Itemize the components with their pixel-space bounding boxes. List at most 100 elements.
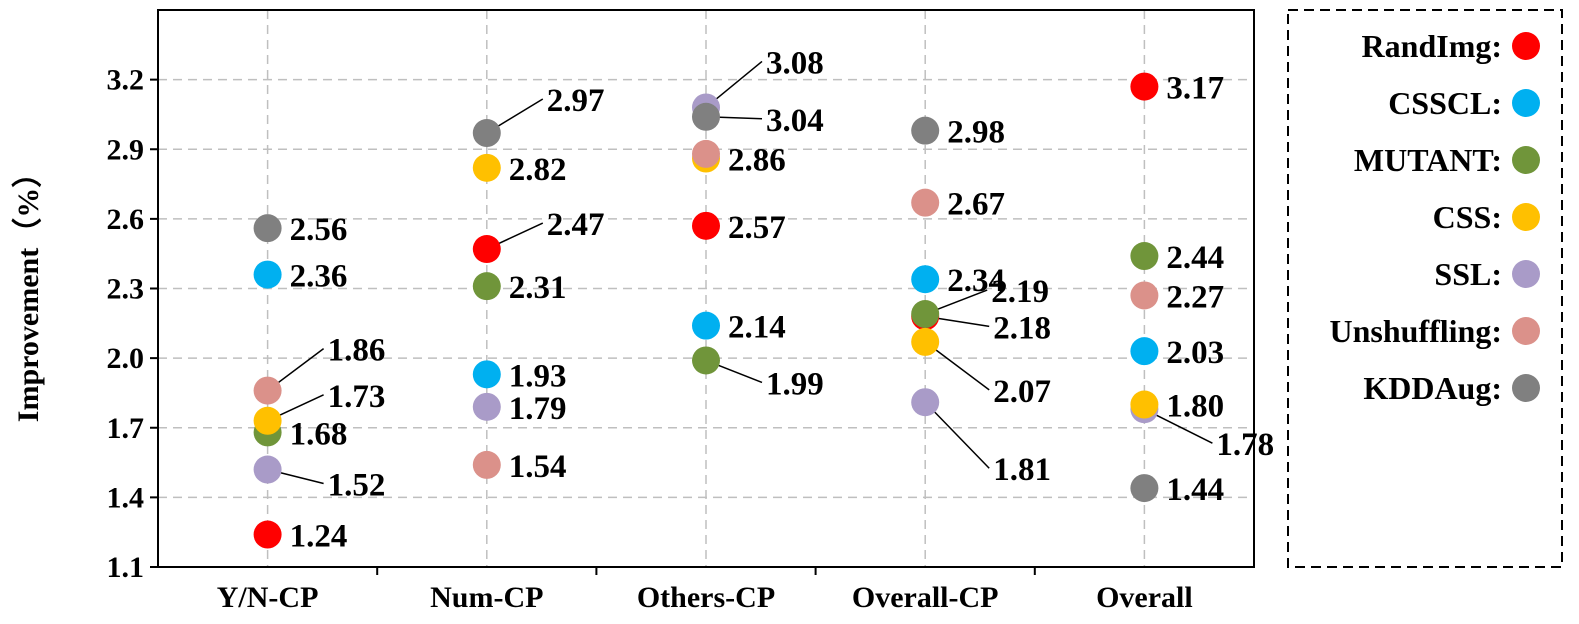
data-label: 2.27 [1166,279,1224,315]
data-label: 2.19 [991,274,1049,310]
y-tick-label: 2.6 [107,203,145,236]
data-point [692,346,720,375]
legend-marker [1512,89,1540,117]
legend-label: CSSCL: [1388,85,1502,121]
data-point [1130,474,1159,503]
leader-lines [267,60,1213,485]
data-point [253,376,282,405]
data-label: 2.67 [947,187,1005,223]
data-label: 2.57 [728,210,786,246]
data-label: 2.36 [290,259,348,295]
legend-label: MUTANT: [1354,142,1502,178]
y-tick-label: 2.3 [107,273,145,306]
data-point [1130,390,1159,419]
data-label: 1.52 [328,468,386,504]
data-point [472,360,501,389]
data-label: 2.03 [1166,335,1224,371]
x-tick-label: Num-CP [430,581,543,614]
legend-label: SSL: [1434,256,1502,292]
data-label: 3.08 [766,45,824,81]
data-label: 2.82 [509,152,567,188]
legend-marker [1512,32,1540,60]
legend: RandImg: CSSCL: MUTANT: CSS: SSL: Unshuffling… [1287,9,1563,568]
data-point [472,392,501,421]
data-label: 1.86 [328,333,386,369]
legend-marker [1512,203,1540,231]
data-label: 3.04 [766,103,824,139]
data-point [692,211,720,240]
data-point [692,102,720,131]
data-point [911,327,940,356]
y-tick-label: 1.7 [107,412,145,445]
data-label: 2.07 [993,374,1051,410]
legend-marker [1512,260,1540,288]
data-label: 1.93 [509,358,567,394]
y-axis-title: Improvement（%） [11,158,45,422]
data-point [911,116,940,145]
data-point [911,265,940,294]
legend-label: RandImg: [1362,28,1502,64]
x-tick-label: Overall-CP [852,581,999,614]
data-point [911,388,940,417]
data-point [253,520,282,549]
data-label: 2.14 [728,310,786,346]
legend-marker [1512,146,1540,174]
data-point [253,260,282,289]
data-point [472,235,501,264]
leader-line [924,401,990,469]
data-labels: 1.24 2.47 2.57 2.18 3.17 2.36 1.93 2.14 2.34 2.03… [290,45,1275,554]
data-label: 1.44 [1166,472,1224,508]
data-label: 1.54 [509,449,567,485]
data-point [253,406,282,435]
y-tick-label: 2.9 [107,133,145,166]
data-label: 2.18 [993,310,1051,346]
data-label: 2.86 [728,143,786,179]
data-label: 1.80 [1166,389,1224,425]
x-axis-ticks: Y/N-CP Num-CP Others-CP Overall-CP Overall [217,567,1193,614]
y-tick-label: 1.4 [107,481,145,514]
data-point [1130,242,1159,271]
data-point [472,153,501,182]
data-label: 2.56 [290,212,348,248]
data-point [1130,72,1159,101]
legend-label: Unshuffling: [1330,313,1503,349]
data-label: 2.47 [547,207,605,243]
data-point [1130,281,1159,310]
data-point [472,450,501,479]
data-points [253,72,1159,549]
data-label: 2.97 [547,83,605,119]
x-tick-label: Overall [1096,581,1193,614]
data-label: 1.68 [290,416,348,452]
data-label: 2.31 [509,270,567,306]
data-point [692,139,720,168]
y-axis-ticks: 1.1 1.4 1.7 2.0 2.3 2.6 2.9 3.2 [107,64,158,584]
data-label: 3.17 [1166,71,1224,107]
data-point [472,119,501,148]
data-point [253,455,282,484]
legend-marker [1512,374,1540,402]
data-label: 2.44 [1166,240,1224,276]
data-point [1130,337,1159,366]
legend-label: CSS: [1433,199,1502,235]
data-label: 1.79 [509,391,567,427]
data-point [911,188,940,217]
data-point [692,311,720,340]
y-tick-label: 1.1 [107,551,145,584]
data-label: 1.99 [766,366,824,402]
legend-marker [1512,317,1540,345]
y-tick-label: 2.0 [107,342,145,375]
legend-label: KDDAug: [1363,370,1502,406]
data-label: 1.73 [328,379,386,415]
x-tick-label: Others-CP [637,581,775,614]
y-tick-label: 3.2 [107,64,145,97]
data-label: 1.78 [1216,427,1274,463]
data-point [472,272,501,301]
x-tick-label: Y/N-CP [217,581,319,614]
data-point [911,300,940,329]
legend-items: RandImg: CSSCL: MUTANT: CSS: SSL: Unshuffling… [1330,28,1540,406]
data-label: 1.81 [993,452,1051,488]
data-point [253,214,282,243]
data-label: 2.98 [947,115,1005,151]
data-label: 1.24 [290,519,348,555]
